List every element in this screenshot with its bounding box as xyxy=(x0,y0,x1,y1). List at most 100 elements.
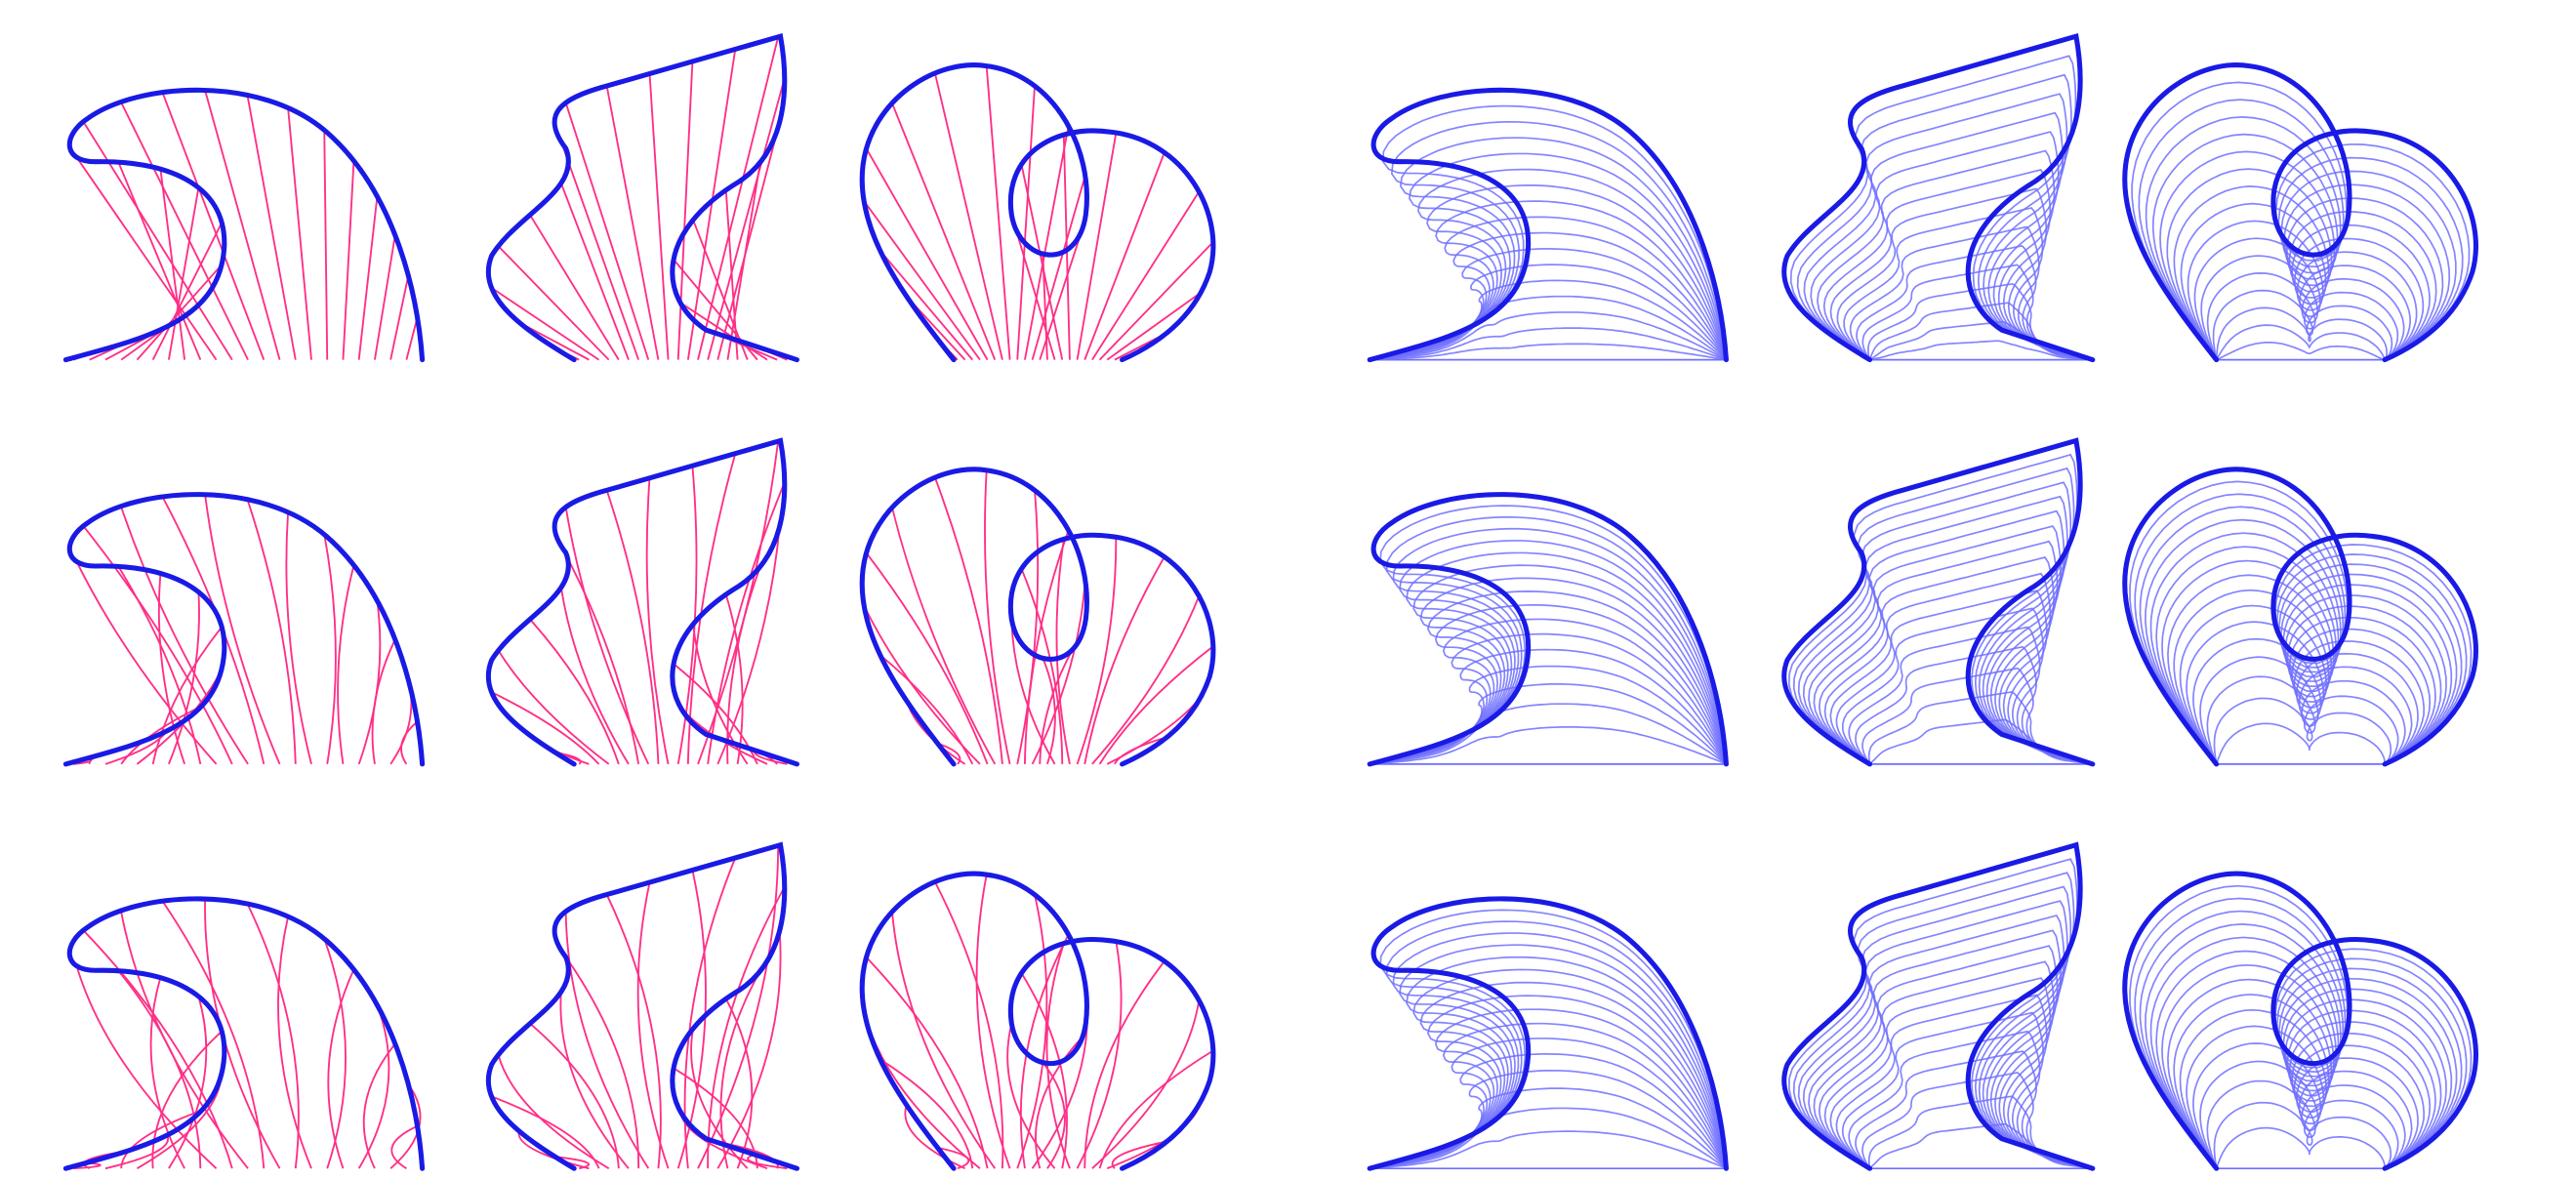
fiber-line xyxy=(120,705,202,765)
fiber-line xyxy=(497,245,610,361)
outline-curve xyxy=(62,896,426,1171)
panel xyxy=(62,896,426,1171)
fiber-line xyxy=(75,560,218,765)
outline-curve xyxy=(485,841,799,1171)
fiber-line xyxy=(559,587,630,765)
isoline xyxy=(2206,1079,2399,1169)
fiber-line xyxy=(204,90,281,360)
fiber-line xyxy=(879,654,974,765)
isoline xyxy=(1370,343,1727,361)
fiber-line xyxy=(697,845,780,1169)
isoline xyxy=(1370,703,1727,765)
isoline xyxy=(2206,271,2399,361)
fiber-line xyxy=(879,1058,974,1169)
isoline xyxy=(1813,525,2094,765)
panel xyxy=(2122,871,2478,1171)
fiber-line xyxy=(676,466,698,765)
isoline xyxy=(1370,295,1727,361)
fiber-line xyxy=(497,1054,610,1169)
fiber-line xyxy=(636,881,670,1169)
isoline xyxy=(1843,207,2094,361)
outline-curve xyxy=(1367,896,1729,1171)
fiber-line xyxy=(891,507,997,765)
panel xyxy=(859,467,1216,767)
fiber-line xyxy=(357,1004,390,1169)
fiber-line xyxy=(1035,1036,1084,1169)
fiber-line xyxy=(104,1134,169,1170)
outline-curve xyxy=(859,871,1216,1171)
isoline xyxy=(1810,111,2094,361)
fiber-line xyxy=(246,499,297,764)
fiber-line xyxy=(933,72,1003,360)
isoline xyxy=(1796,73,2094,361)
fiber-line xyxy=(1016,85,1036,360)
isoline xyxy=(2179,1008,2426,1169)
fiber-line xyxy=(985,65,1011,360)
fiber-line xyxy=(692,624,749,765)
fiber-line xyxy=(1016,894,1048,1169)
fiber-line xyxy=(161,900,266,1169)
fiber-line xyxy=(645,477,670,765)
fiber-line xyxy=(167,187,200,360)
fiber-line xyxy=(357,600,382,765)
isoline xyxy=(1803,93,2094,361)
isoline xyxy=(1370,1107,1727,1170)
isoline xyxy=(1788,858,2094,1169)
fiber-line xyxy=(161,92,266,360)
panel xyxy=(2122,467,2478,767)
isoline xyxy=(1813,929,2094,1169)
isoline xyxy=(1848,1030,2094,1169)
outline-curve xyxy=(1781,32,2096,363)
panel xyxy=(859,871,1216,1171)
background xyxy=(13,0,2563,1180)
fiber-line xyxy=(75,965,218,1169)
fiber-line xyxy=(697,36,780,360)
isoline xyxy=(1823,556,2094,765)
isoline xyxy=(1802,495,2094,765)
fiber-line xyxy=(287,107,312,360)
outline-curve xyxy=(2122,62,2478,363)
isoline xyxy=(1829,572,2094,765)
isoline xyxy=(1818,945,2094,1169)
fiber-line xyxy=(984,469,1011,765)
fiber-line xyxy=(151,222,224,361)
isoline xyxy=(1818,540,2094,765)
isoline xyxy=(1861,667,2093,765)
isoline xyxy=(1370,683,1728,765)
fiber-line xyxy=(891,102,997,360)
fiber-line xyxy=(1084,960,1165,1169)
outline-curve xyxy=(859,62,1216,363)
panel xyxy=(2122,62,2478,363)
fiber-line xyxy=(168,996,208,1169)
fiber-line xyxy=(285,511,312,765)
fiber-line xyxy=(1020,972,1068,1169)
isoline xyxy=(1822,149,2094,361)
fiber-line xyxy=(1023,529,1070,764)
isoline xyxy=(2215,324,2386,361)
fiber-line xyxy=(1091,595,1201,765)
isoline xyxy=(1835,994,2094,1169)
fiber-line xyxy=(564,102,650,360)
fiber-line xyxy=(120,506,249,765)
isoline xyxy=(2179,604,2426,765)
fiber-line xyxy=(337,564,355,765)
isoline xyxy=(2212,289,2393,361)
fiber-line xyxy=(323,130,329,360)
fiber-line xyxy=(1010,619,1056,765)
isoline xyxy=(1797,885,2094,1169)
fiber-line xyxy=(975,874,1011,1169)
fiber-line xyxy=(390,1124,418,1169)
fiber-line xyxy=(517,1130,590,1170)
outline-curve xyxy=(1781,841,2096,1171)
fiber-line xyxy=(1114,736,1167,765)
fiber-line xyxy=(491,691,600,765)
fiber-line xyxy=(564,507,650,765)
isoline xyxy=(1370,1130,1727,1170)
fiber-line xyxy=(1020,164,1064,360)
isoline xyxy=(2216,342,2386,361)
isoline xyxy=(1836,187,2094,361)
outline-curve xyxy=(62,87,426,363)
fiber-line xyxy=(117,970,202,1169)
fiber-line xyxy=(157,573,186,765)
fiber-line xyxy=(327,968,355,1169)
